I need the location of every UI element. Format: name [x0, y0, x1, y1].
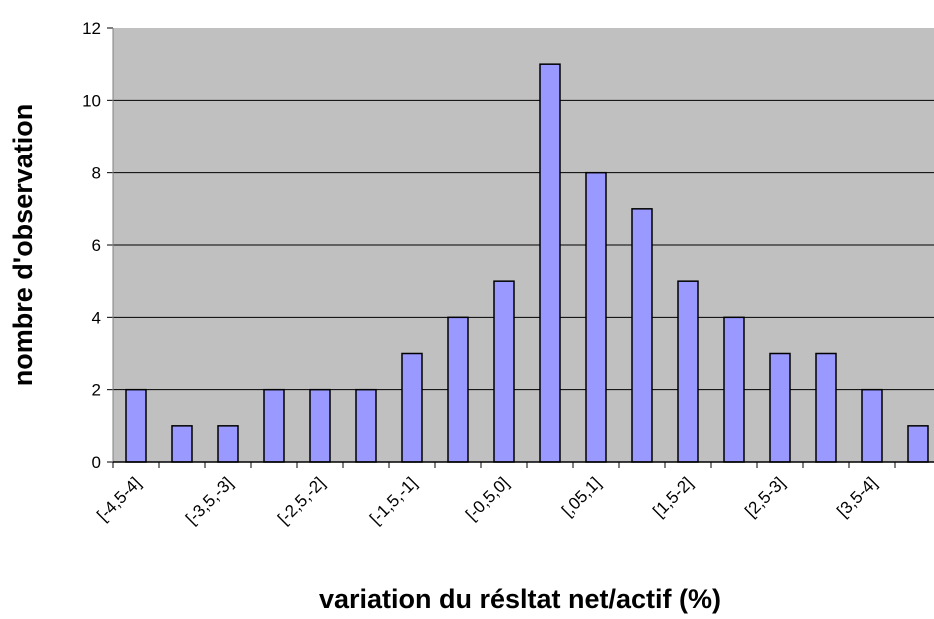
- x-tick-label: [2,5-3]: [741, 473, 789, 521]
- y-tick-label: 0: [92, 453, 101, 472]
- bar: [309, 388, 331, 463]
- y-tick-label: 8: [92, 164, 101, 183]
- bar: [815, 352, 837, 463]
- bar: [401, 352, 423, 463]
- y-tick-label: 6: [92, 236, 101, 255]
- bar: [723, 316, 745, 463]
- y-tick-label: 2: [92, 381, 101, 400]
- bar: [631, 208, 653, 463]
- bar: [263, 388, 285, 463]
- bar: [907, 425, 929, 463]
- x-tick-label: [,05,1]: [558, 473, 605, 520]
- x-tick-label: [-1,5,-1]: [366, 473, 421, 528]
- x-axis-title: variation du résltat net/actif (%): [319, 584, 721, 614]
- x-tick-label: [1,5-2]: [649, 473, 697, 521]
- bar: [585, 171, 607, 463]
- y-axis-title: nombre d'observation: [8, 104, 38, 386]
- bar: [493, 280, 515, 463]
- y-tick-label: 4: [92, 308, 101, 327]
- bar: [539, 63, 561, 463]
- y-tick-label: 12: [82, 19, 101, 38]
- x-tick-label: [3,5-4]: [833, 473, 881, 521]
- bar: [125, 388, 147, 463]
- x-tick-label: [-0,5,0]: [462, 473, 513, 524]
- bar: [447, 316, 469, 463]
- bar: [861, 388, 883, 463]
- bar: [769, 352, 791, 463]
- x-tick-label: [-3,5,-3]: [182, 473, 237, 528]
- bar: [677, 280, 699, 463]
- bar: [355, 388, 377, 463]
- x-tick-label: [-4,5-4]: [93, 473, 145, 525]
- bar: [217, 425, 239, 463]
- x-tick-label: [-2,5,-2]: [274, 473, 329, 528]
- bar: [171, 425, 193, 463]
- y-tick-label: 10: [82, 91, 101, 110]
